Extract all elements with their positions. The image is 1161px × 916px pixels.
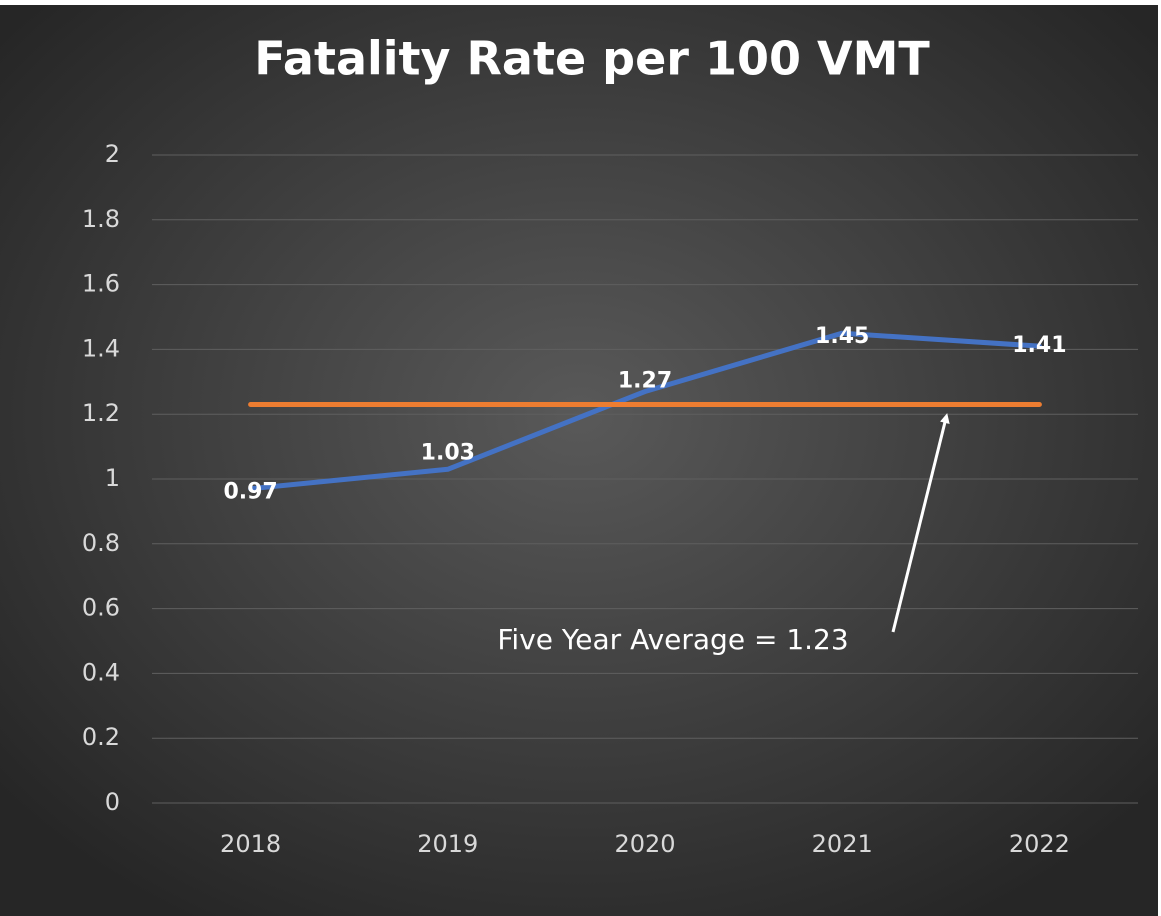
y-tick-label: 1.8: [82, 205, 120, 233]
x-tick-label: 2022: [1009, 830, 1070, 858]
y-tick-label: 0.8: [82, 529, 120, 557]
data-label: 1.03: [421, 440, 475, 465]
data-label: 1.41: [1012, 333, 1066, 358]
annotation-arrow: [891, 413, 950, 633]
y-tick-label: 1.2: [82, 399, 120, 427]
plot-area: 0 0.2 0.4 0.6 0.8 1 1.2 1.4 1.6 1.8 2 2018 2019 2020 2…: [82, 140, 1138, 858]
x-tick-label: 2021: [812, 830, 873, 858]
y-tick-label: 1.4: [82, 334, 120, 362]
x-tick-label: 2018: [220, 830, 281, 858]
x-tick-label: 2019: [417, 830, 478, 858]
y-tick-label: 1.6: [82, 270, 120, 298]
chart-background: [0, 5, 1158, 916]
chart-title: Fatality Rate per 100 VMT: [254, 32, 930, 86]
data-label: 1.45: [815, 324, 869, 349]
y-tick-label: 2: [105, 140, 120, 168]
series-line: [248, 330, 1042, 492]
y-tick-label: 0.2: [82, 723, 120, 751]
y-tick-label: 0.6: [82, 594, 120, 622]
y-tick-label: 1: [105, 464, 120, 492]
annotation: Five Year Average = 1.23: [497, 623, 848, 656]
x-tick-label: 2020: [614, 830, 675, 858]
data-label: 0.97: [223, 480, 277, 505]
y-tick-label: 0: [105, 788, 120, 816]
data-label: 1.27: [618, 369, 672, 394]
y-tick-label: 0.4: [82, 658, 120, 686]
